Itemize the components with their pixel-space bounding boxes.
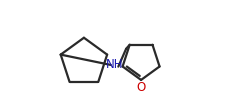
Text: O: O	[136, 81, 145, 94]
Text: NH: NH	[106, 58, 123, 71]
